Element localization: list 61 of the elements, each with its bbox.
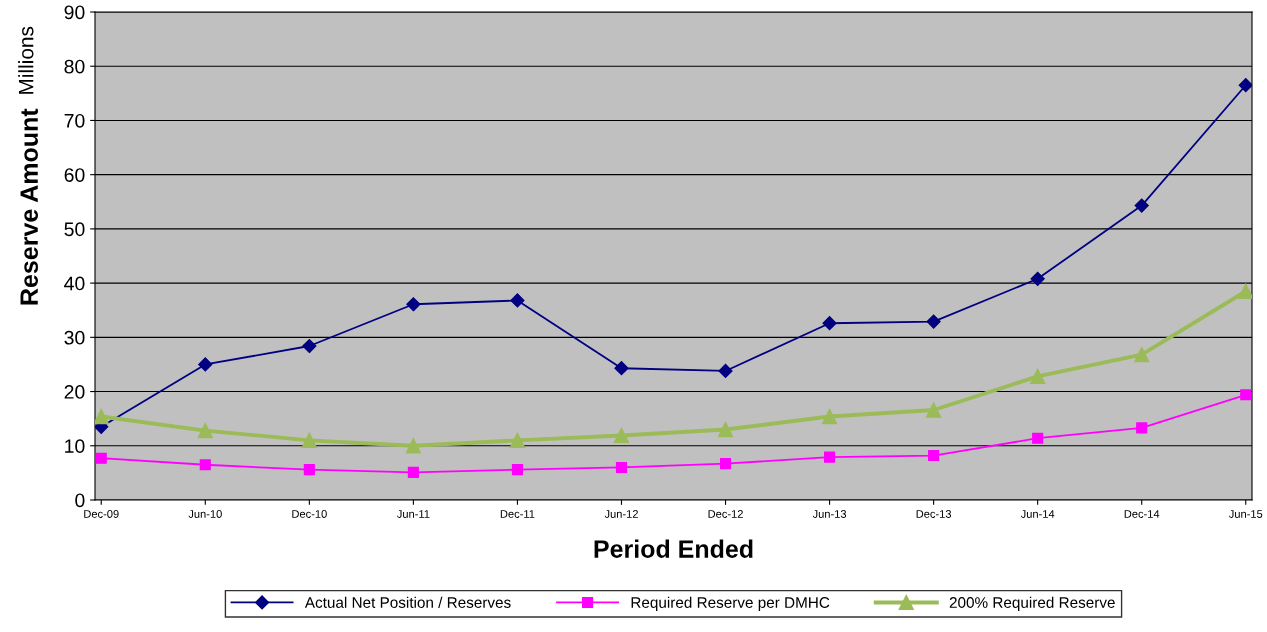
point	[199, 459, 211, 471]
x-tick-label: Jun-13	[812, 510, 847, 518]
point	[613, 427, 630, 444]
y-tick-label: 20	[64, 385, 85, 399]
text: Millions	[18, 26, 34, 94]
point	[510, 293, 525, 308]
point	[405, 438, 422, 454]
point	[717, 421, 734, 438]
point	[615, 461, 628, 474]
x-tick-label: Dec-13	[916, 510, 952, 518]
x-tick-label: Dec-09	[84, 510, 119, 518]
y-tick-label: 60	[64, 168, 85, 182]
x-tick-label: Jun-11	[396, 510, 430, 518]
y-tick-label: 50	[64, 222, 85, 237]
point	[1134, 198, 1149, 213]
x-tick-label: Dec-12	[708, 510, 743, 518]
x-tick-label: Jun-12	[604, 510, 638, 518]
point	[821, 408, 838, 425]
point	[928, 449, 940, 462]
point	[198, 357, 213, 372]
point	[1240, 389, 1252, 401]
point	[926, 314, 941, 329]
point	[302, 338, 317, 354]
point	[822, 316, 837, 331]
y-tick-label: 0	[75, 493, 85, 508]
x-tick-label: Jun-10	[188, 510, 222, 518]
point	[1134, 347, 1150, 363]
point	[718, 363, 733, 379]
point	[925, 402, 942, 418]
point	[95, 452, 107, 464]
y-tick-label: 80	[64, 59, 85, 74]
legend-label: Actual Net Position / Reserves	[304, 596, 511, 608]
point	[1032, 432, 1044, 444]
point	[824, 451, 836, 463]
point	[1238, 78, 1252, 93]
point	[197, 422, 213, 439]
point	[1136, 422, 1148, 434]
point	[407, 466, 419, 478]
point	[1030, 368, 1046, 385]
x-tick-label: Jun-14	[1020, 510, 1055, 518]
x-tick-label: Dec-11	[500, 510, 535, 518]
point	[301, 432, 317, 448]
point	[614, 361, 629, 376]
legend-label: 200% Required Reserve	[949, 596, 1115, 611]
y-tick-label: 70	[64, 113, 85, 128]
point	[511, 464, 523, 476]
point	[406, 297, 421, 312]
x-tick-label: Dec-10	[292, 510, 327, 518]
y-tick-label: 90	[64, 5, 85, 20]
y-tick-label: 30	[64, 330, 85, 345]
x-axis-title: Period Ended	[594, 539, 753, 558]
y-tick-label: 10	[65, 439, 85, 454]
point	[303, 464, 315, 476]
x-tick-label: Jun-15	[1228, 510, 1263, 518]
point	[509, 432, 526, 448]
point	[1030, 271, 1045, 286]
y-axis-title: Reserve Amount	[20, 108, 38, 305]
x-tick-label: Dec-14	[1124, 510, 1160, 518]
point	[719, 458, 732, 470]
legend-label: Required Reserve per DMHC	[631, 596, 830, 611]
y-tick-label: 40	[64, 276, 85, 291]
